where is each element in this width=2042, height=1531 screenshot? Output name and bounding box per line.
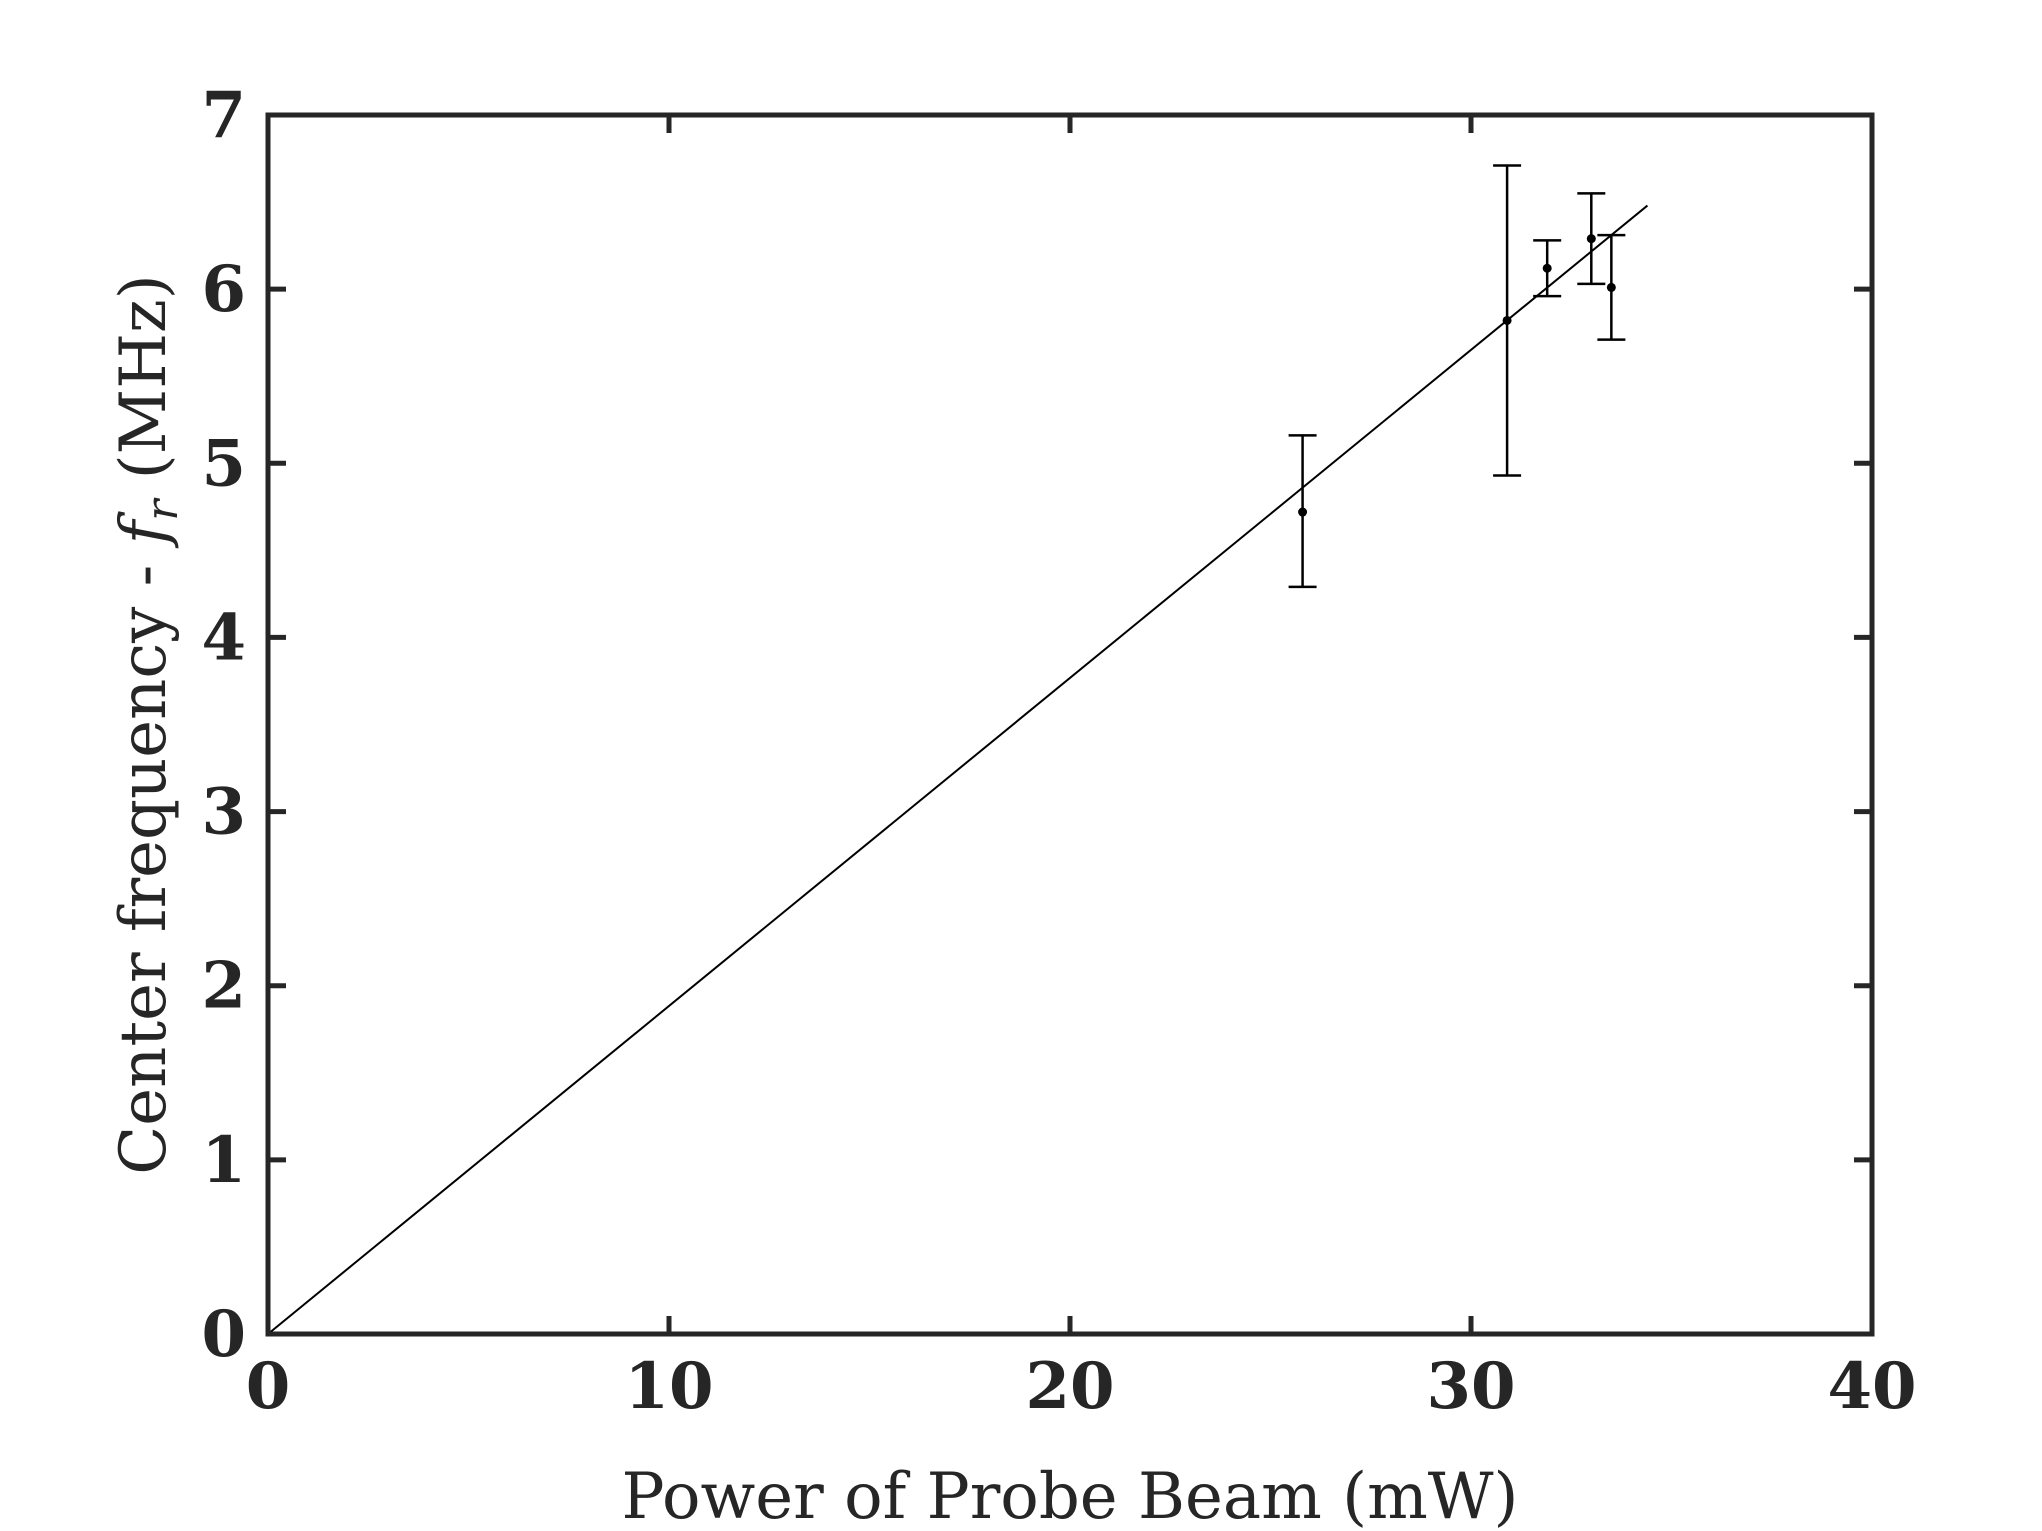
y-tick-label: 4 <box>201 600 246 675</box>
y-tick-label: 6 <box>201 252 246 327</box>
y-tick-label: 1 <box>201 1123 246 1198</box>
data-point-0 <box>1298 507 1308 517</box>
x-tick-label: 40 <box>1827 1349 1916 1424</box>
data-point-3 <box>1586 234 1596 244</box>
x-tick-label: 30 <box>1426 1349 1515 1424</box>
y-axis-label-subscript: r <box>137 497 188 521</box>
y-tick-label: 2 <box>201 949 246 1024</box>
y-tick-label: 0 <box>201 1297 246 1372</box>
y-axis-label-prefix: Center frequency - <box>107 544 181 1174</box>
plot-area <box>267 164 1649 1335</box>
y-axis-label: Center frequency - fr (MHz) <box>107 274 188 1174</box>
x-tick-label: 0 <box>246 1349 291 1424</box>
y-tick-label: 3 <box>201 775 246 850</box>
fit-line <box>267 204 1649 1335</box>
data-point-4 <box>1606 282 1616 292</box>
y-axis-label-suffix: (MHz) <box>107 274 181 499</box>
axes: 0 10 20 30 40 0 1 2 3 4 5 6 7 <box>201 78 1916 1424</box>
x-tick-label: 10 <box>624 1349 713 1424</box>
y-tick-label: 5 <box>201 426 246 501</box>
x-tick-label: 20 <box>1025 1349 1114 1424</box>
y-tick-label: 7 <box>201 78 246 153</box>
x-axis-label: Power of Probe Beam (mW) <box>621 1460 1518 1531</box>
axes-frame <box>265 112 1875 1337</box>
data-point-2 <box>1542 263 1552 273</box>
